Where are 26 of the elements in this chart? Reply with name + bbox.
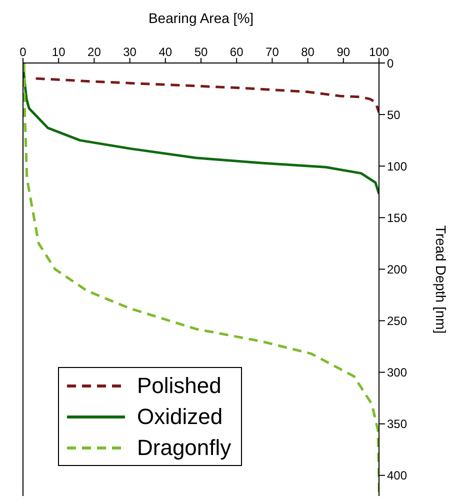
x-tick-label: 40 [158, 45, 172, 59]
y-tick-label: 350 [387, 417, 408, 432]
y-tick-label: 150 [387, 210, 408, 225]
x-tick-label: 30 [123, 45, 137, 59]
x-tick-label: 80 [301, 45, 315, 59]
y-tick-label: 400 [387, 468, 408, 483]
x-tick-label: 10 [52, 45, 66, 59]
x-tick-label: 70 [266, 45, 280, 59]
y-tick-label: 100 [387, 159, 408, 174]
y-tick-label: 50 [387, 108, 401, 122]
legend-label: Polished [137, 372, 222, 398]
x-tick-label: 100 [368, 45, 390, 59]
x-tick-label: 50 [194, 45, 208, 59]
line-series [34, 77, 379, 114]
x-tick-label: 90 [336, 45, 350, 59]
y-tick-label: 250 [387, 314, 408, 328]
y-tick-label: 300 [387, 366, 408, 380]
y-tick-label: 0 [387, 56, 394, 70]
x-tick-label: 20 [88, 45, 102, 59]
y-axis-title: Tread Depth [nm] [433, 225, 450, 334]
x-axis-title: Bearing Area [%] [148, 10, 254, 26]
legend-label: Oxidized [137, 404, 223, 430]
x-tick-label: 0 [20, 45, 27, 59]
x-tick-label: 60 [230, 45, 244, 59]
legend-label: Dragonfly [137, 434, 232, 460]
y-tick-label: 200 [387, 262, 408, 276]
